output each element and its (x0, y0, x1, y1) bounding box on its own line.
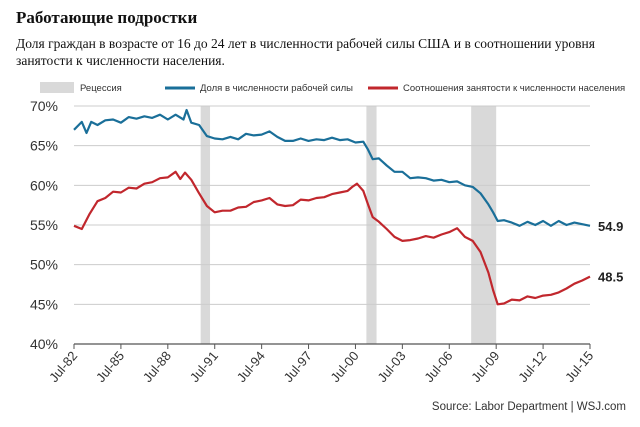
chart-subtitle: Доля граждан в возрасте от 16 до 24 лет … (16, 36, 595, 68)
y-tick-label: 50% (30, 257, 58, 273)
y-tick-label: 40% (30, 336, 58, 352)
x-tick-label: Jul-15 (562, 348, 596, 385)
chart-title: Работающие подростки (16, 8, 198, 27)
legend-recession-label: Рецессия (80, 83, 122, 94)
x-tick-label: Jul-03 (374, 348, 408, 385)
y-tick-label: 65% (30, 138, 58, 154)
x-tick-label: Jul-00 (327, 348, 361, 385)
series-end-label: 48.5 (598, 270, 623, 285)
source-credit: Source: Labor Department | WSJ.com (431, 401, 626, 413)
x-tick-label: Jul-12 (515, 348, 549, 385)
x-tick-label: Jul-94 (234, 348, 268, 385)
y-tick-label: 70% (30, 98, 58, 114)
y-tick-label: 60% (30, 177, 58, 193)
x-tick-label: Jul-06 (421, 348, 455, 385)
series-line-labor-force (73, 108, 591, 227)
x-tick-label: Jul-97 (281, 348, 315, 385)
x-tick-label: Jul-85 (93, 348, 127, 385)
x-tick-label: Jul-88 (140, 348, 174, 385)
legend-recession-swatch (40, 82, 74, 93)
x-tick-label: Jul-09 (468, 348, 502, 385)
x-tick-label: Jul-91 (187, 348, 221, 385)
series-end-label: 54.9 (598, 219, 623, 234)
legend-employment-ratio-label: Соотношения занятости к численности насе… (403, 83, 625, 94)
y-tick-label: 45% (30, 296, 58, 312)
y-tick-label: 55% (30, 217, 58, 233)
legend-labor-force-label: Доля в численности рабочей силы (200, 83, 353, 94)
x-tick-label: Jul-82 (46, 348, 80, 385)
series-line-employment-ratio (73, 170, 591, 306)
